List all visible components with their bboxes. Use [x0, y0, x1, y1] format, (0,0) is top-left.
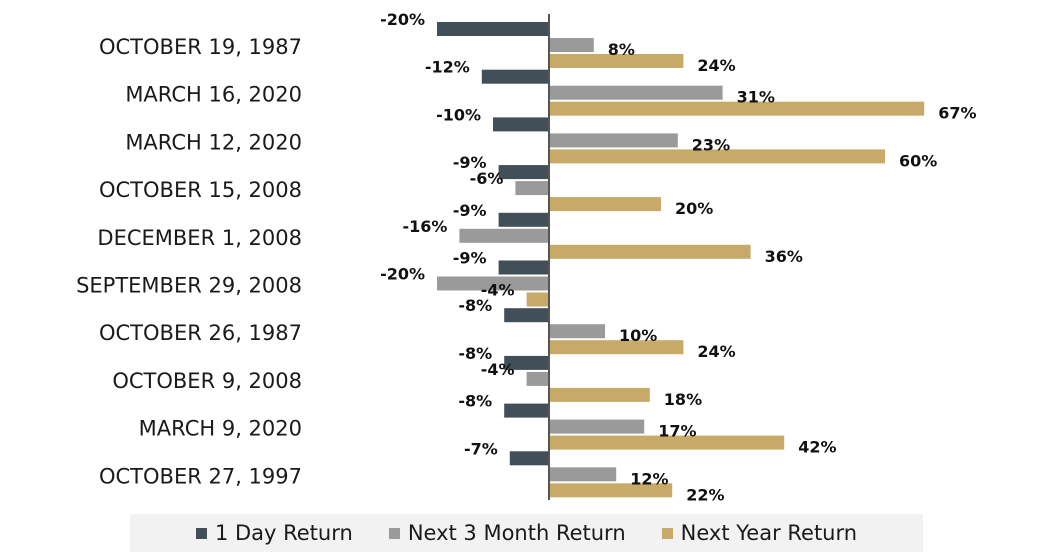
data-label-next-year: 60% [899, 151, 937, 170]
data-label-one-day: -8% [458, 392, 492, 411]
legend-item-three-month: Next 3 Month Return [388, 521, 626, 545]
data-label-one-day: -8% [458, 344, 492, 363]
data-label-three-month: 12% [630, 469, 668, 488]
bar-one-day [498, 260, 549, 275]
legend-label-one-day: 1 Day Return [214, 521, 353, 545]
data-label-next-year: 20% [675, 199, 713, 218]
bars [437, 22, 925, 498]
bar-three-month [459, 228, 549, 243]
category-label: MARCH 16, 2020 [125, 83, 302, 107]
data-label-one-day: -12% [425, 58, 470, 77]
bar-one-day [493, 117, 549, 132]
bar-next-year [549, 483, 673, 498]
category-label: SEPTEMBER 29, 2008 [76, 274, 302, 298]
bar-next-year [549, 435, 785, 450]
data-label-three-month: 31% [737, 88, 775, 107]
bar-one-day [481, 69, 549, 84]
data-label-three-month: -20% [380, 265, 425, 284]
bar-one-day [504, 403, 549, 418]
category-label: OCTOBER 15, 2008 [99, 178, 302, 202]
data-label-one-day: -20% [380, 10, 425, 29]
legend-swatch-three-month [388, 527, 400, 539]
bar-three-month [549, 419, 645, 434]
data-label-three-month: 17% [658, 422, 696, 441]
value-labels: -20%8%24%-12%31%67%-10%23%60%-9%-6%20%-9… [380, 10, 976, 504]
bar-three-month [515, 181, 549, 196]
bar-three-month [549, 85, 723, 100]
data-label-next-year: 18% [664, 390, 702, 409]
data-label-one-day: -9% [453, 249, 487, 268]
data-label-next-year: -4% [481, 281, 515, 300]
data-label-three-month: -4% [481, 360, 515, 379]
category-label: MARCH 12, 2020 [125, 130, 302, 154]
bar-next-year [549, 101, 925, 116]
bar-one-day [504, 308, 549, 323]
bar-one-day [437, 22, 549, 36]
legend-label-next-year: Next Year Return [680, 521, 858, 545]
data-label-one-day: -9% [453, 201, 487, 220]
bar-one-day [498, 212, 549, 227]
legend-swatch-next-year [661, 527, 673, 539]
category-label: OCTOBER 27, 1997 [99, 464, 302, 488]
bar-three-month [526, 371, 549, 386]
category-label: OCTOBER 9, 2008 [112, 369, 302, 393]
legend-label-three-month: Next 3 Month Return [407, 521, 626, 545]
data-label-next-year: 36% [765, 247, 803, 266]
bar-three-month [549, 38, 594, 52]
data-label-three-month: -16% [402, 217, 447, 236]
bar-one-day [498, 165, 549, 180]
data-label-three-month: 23% [692, 135, 730, 154]
data-label-one-day: -7% [464, 439, 498, 458]
bar-next-year [526, 292, 549, 307]
bar-next-year [549, 244, 751, 259]
category-labels: OCTOBER 19, 1987 MARCH 16, 2020 MARCH 12, … [76, 35, 302, 488]
bar-next-year [549, 340, 684, 355]
legend-item-one-day: 1 Day Return [195, 521, 353, 545]
category-label: MARCH 9, 2020 [139, 417, 302, 441]
data-label-three-month: 8% [608, 40, 635, 59]
data-label-next-year: 24% [697, 56, 735, 75]
bar-next-year [549, 149, 885, 164]
bar-three-month [549, 467, 617, 482]
bar-one-day [509, 451, 549, 466]
data-label-one-day: -8% [458, 296, 492, 315]
category-label: DECEMBER 1, 2008 [97, 226, 302, 250]
data-label-three-month: -6% [470, 169, 504, 188]
data-label-next-year: 42% [798, 438, 836, 457]
legend-item-next-year: Next Year Return [661, 521, 858, 545]
bar-next-year [549, 387, 650, 402]
bar-three-month [437, 276, 549, 291]
data-label-one-day: -9% [453, 153, 487, 172]
legend-swatch-one-day [195, 527, 207, 539]
data-label-next-year: 67% [938, 104, 976, 123]
bar-chart: OCTOBER 19, 1987 MARCH 16, 2020 MARCH 12, … [76, 10, 976, 504]
bar-next-year [549, 54, 684, 68]
data-label-three-month: 10% [619, 326, 657, 345]
bar-three-month [549, 324, 605, 339]
bar-one-day [504, 355, 549, 370]
legend: 1 Day Return Next 3 Month Return Next Ye… [130, 514, 923, 552]
bar-three-month [549, 133, 678, 148]
category-label: OCTOBER 19, 1987 [99, 35, 302, 59]
bar-next-year [549, 197, 661, 212]
data-label-next-year: 24% [697, 342, 735, 361]
data-label-one-day: -10% [436, 105, 481, 124]
data-label-next-year: 22% [686, 485, 724, 504]
category-label: OCTOBER 26, 1987 [99, 321, 302, 345]
